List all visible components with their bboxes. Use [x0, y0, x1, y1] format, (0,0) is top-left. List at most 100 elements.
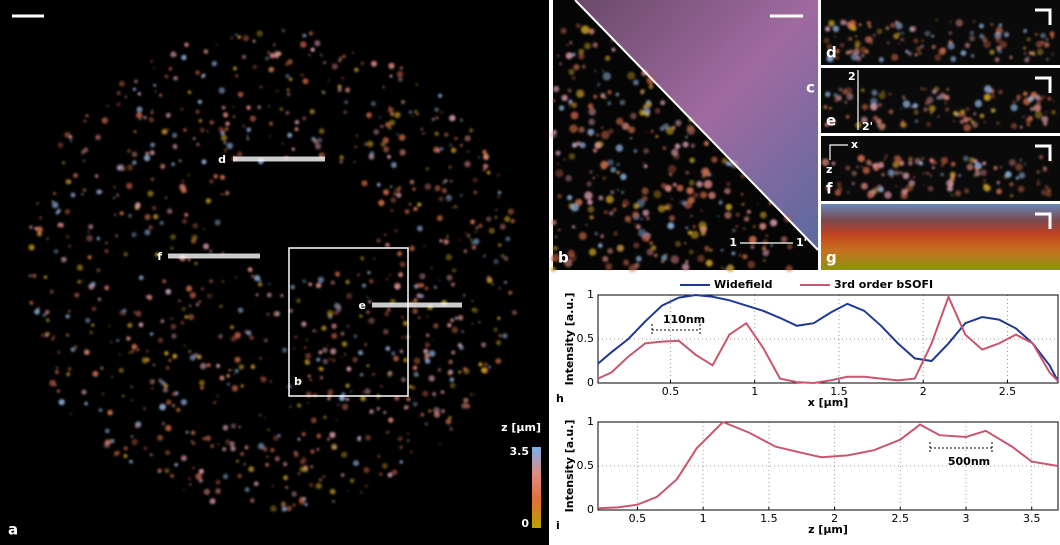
texture-dot	[145, 152, 149, 156]
texture-dot	[704, 180, 713, 189]
texture-dot	[992, 53, 994, 55]
texture-dot	[147, 191, 153, 197]
texture-dot	[248, 466, 254, 472]
texture-dot	[401, 316, 403, 318]
texture-dot	[310, 465, 313, 468]
texture-dot	[160, 164, 165, 169]
texture-dot	[300, 460, 304, 464]
texture-dot	[124, 454, 128, 458]
texture-dot	[450, 377, 455, 382]
texture-dot	[182, 219, 187, 224]
texture-dot	[446, 419, 452, 425]
texture-dot	[984, 185, 991, 192]
texture-dot	[274, 51, 280, 57]
texture-dot	[861, 54, 864, 57]
texture-dot	[571, 203, 579, 211]
texture-dot	[276, 435, 278, 437]
texture-dot	[504, 256, 509, 261]
texture-dot	[298, 473, 300, 475]
texture-dot	[1016, 95, 1021, 100]
texture-dot	[879, 57, 884, 62]
texture-dot	[371, 61, 377, 67]
texture-dot	[671, 198, 673, 200]
texture-dot	[889, 110, 894, 115]
texture-dot	[273, 44, 276, 47]
texture-dot	[259, 279, 262, 282]
texture-dot	[213, 401, 216, 404]
texture-dot	[564, 158, 566, 160]
texture-dot	[1037, 101, 1041, 105]
texture-dot	[969, 118, 972, 121]
texture-dot	[183, 128, 187, 132]
texture-dot	[941, 164, 944, 167]
texture-dot	[46, 237, 49, 240]
texture-dot	[219, 305, 222, 308]
texture-dot	[235, 369, 239, 373]
texture-dot	[315, 330, 317, 332]
texture-dot	[386, 346, 391, 351]
texture-dot	[600, 234, 604, 238]
texture-dot	[865, 50, 869, 54]
texture-dot	[138, 92, 141, 95]
texture-dot	[671, 149, 678, 156]
texture-dot	[834, 36, 836, 38]
texture-dot	[996, 122, 999, 125]
texture-dot	[762, 246, 766, 250]
texture-dot	[388, 473, 393, 478]
texture-dot	[287, 133, 292, 138]
texture-dot	[689, 158, 694, 163]
texture-dot	[589, 133, 592, 136]
texture-dot	[360, 373, 364, 377]
texture-dot	[131, 399, 133, 401]
texture-dot	[238, 474, 242, 478]
texture-dot	[346, 384, 350, 388]
texture-dot	[438, 94, 442, 98]
texture-dot	[609, 211, 613, 215]
texture-dot	[223, 425, 229, 431]
texture-dot	[294, 451, 298, 455]
texture-dot	[1046, 58, 1049, 61]
texture-dot	[852, 182, 855, 185]
texture-dot	[68, 245, 71, 248]
texture-dot	[131, 435, 133, 437]
texture-dot	[132, 160, 137, 165]
texture-dot	[473, 178, 478, 183]
texture-dot	[569, 125, 577, 133]
texture-dot	[199, 119, 202, 122]
texture-dot	[719, 201, 723, 205]
texture-dot	[786, 265, 793, 272]
texture-dot	[1052, 53, 1054, 55]
texture-dot	[558, 229, 561, 232]
texture-dot	[220, 175, 225, 180]
texture-dot	[873, 116, 878, 121]
texture-dot	[422, 391, 428, 397]
x-axis-label: x [µm]	[808, 396, 849, 409]
texture-dot	[358, 350, 363, 355]
texture-dot	[296, 298, 301, 303]
texture-dot	[210, 120, 214, 124]
texture-dot	[965, 43, 970, 48]
texture-dot	[722, 158, 728, 164]
texture-dot	[925, 101, 930, 106]
texture-dot	[856, 166, 858, 168]
texture-dot	[346, 293, 352, 299]
texture-dot	[217, 395, 219, 397]
texture-dot	[472, 245, 477, 250]
texture-dot	[114, 214, 116, 216]
texture-dot	[463, 294, 465, 296]
texture-dot	[230, 37, 233, 40]
texture-dot	[634, 149, 638, 153]
texture-dot	[587, 200, 592, 205]
texture-dot	[143, 116, 147, 120]
texture-dot	[913, 38, 918, 43]
texture-dot	[366, 310, 370, 314]
texture-dot	[283, 475, 288, 480]
texture-dot	[322, 348, 327, 353]
texture-dot	[303, 78, 309, 84]
texture-dot	[318, 350, 322, 354]
texture-dot	[203, 437, 206, 440]
texture-dot	[1027, 123, 1030, 126]
texture-dot	[557, 55, 559, 57]
texture-dot	[654, 190, 662, 198]
texture-dot	[136, 112, 142, 118]
